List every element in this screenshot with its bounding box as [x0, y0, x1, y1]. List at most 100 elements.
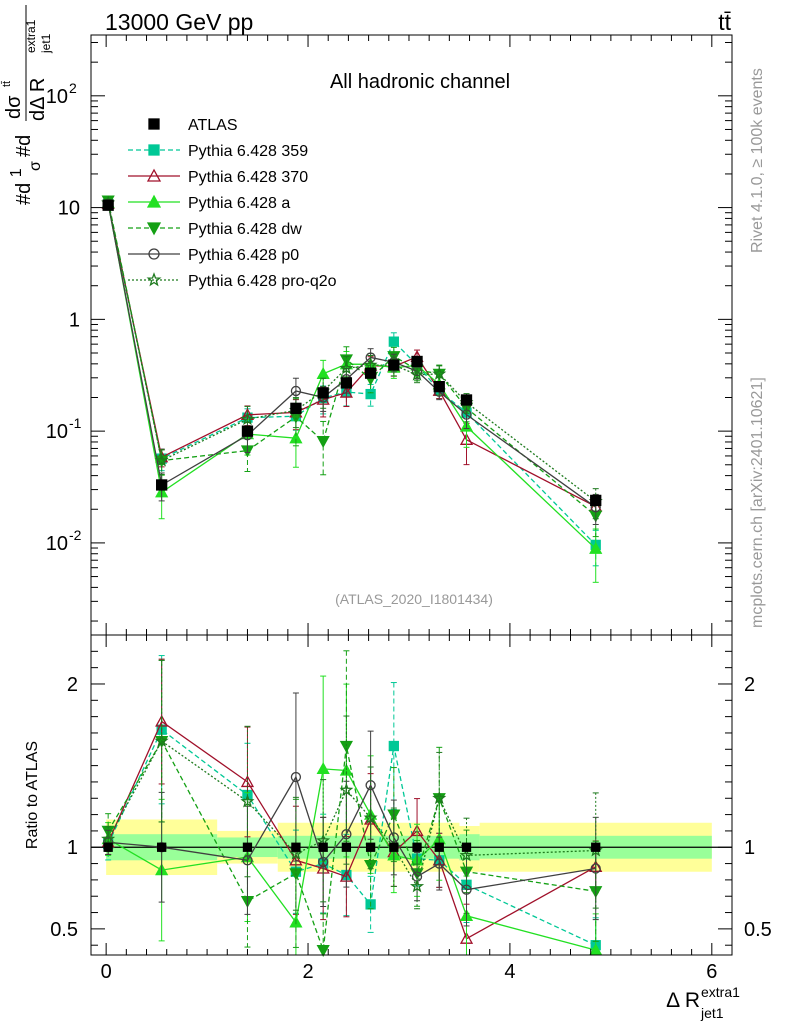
- ratio-point-p359: [388, 740, 399, 752]
- legend-label-pa: Pythia 6.428 a: [188, 195, 290, 212]
- mcplots-label: mcplots.cern.ch [arXiv:2401.10621]: [749, 377, 766, 628]
- main-point-pproq2o: [339, 361, 354, 375]
- legend-label-p359: Pythia 6.428 359: [188, 143, 308, 160]
- legend-marker-p370: [146, 168, 162, 182]
- ratio-point-pdw: [316, 944, 330, 957]
- atlas-point: [290, 402, 302, 414]
- main-point-pdw: [316, 435, 330, 448]
- y-tick-label-ratio: 0.5: [50, 919, 78, 941]
- atlas-point: [590, 494, 602, 507]
- atlas-point: [364, 367, 377, 379]
- main-line-p359: [107, 204, 597, 546]
- y-tick-label-main: 10: [46, 421, 68, 443]
- ratio-point-pproq2o: [101, 831, 116, 845]
- legend: ATLAS Pythia 6.428 359 Pythia 6.428 370 Pyt…: [128, 117, 337, 290]
- legend-marker-pp0: [148, 248, 160, 260]
- ratio-line-p370: [107, 720, 597, 940]
- main-point-p359: [365, 388, 376, 400]
- atlas-ratio-point: [412, 842, 422, 852]
- ylabel-part-6: dΔ R: [27, 78, 49, 121]
- ylabel-part-6-sup: extra1: [24, 19, 38, 53]
- y-axis-label: #d 1 σ #d dσ tt̄ dΔ R jet1 extra1: [1, 5, 53, 205]
- ratio-axis-ticks: 0 2 4 6 0.5 0.5 1 1 2 2: [50, 635, 772, 983]
- y-tick-label-main: 10: [58, 198, 80, 220]
- y-tick-label-ratio-right: 0.5: [744, 919, 772, 941]
- ratio-point-pp0: [434, 858, 445, 869]
- legend-label-p370: Pythia 6.428 370: [188, 169, 308, 186]
- ratio-series-layer: [101, 650, 603, 957]
- y-tick-label-main: 10: [46, 86, 68, 108]
- atlas-ratio-point: [434, 842, 444, 852]
- atlas-ratio-point: [242, 842, 253, 852]
- main-series-layer: [101, 195, 603, 583]
- x-tick-label: 6: [706, 961, 717, 983]
- y-tick-label-exp: -1: [69, 415, 82, 431]
- atlas-point: [102, 199, 114, 211]
- y-tick-label-ratio: 1: [67, 837, 78, 859]
- main-point-pp0: [290, 385, 302, 397]
- atlas-point: [317, 387, 329, 399]
- x-axis-label: Δ R jet1 extra1: [666, 984, 740, 1021]
- atlas-point: [156, 479, 168, 491]
- main-point-pdw: [339, 354, 353, 367]
- legend-marker-p359: [148, 144, 160, 156]
- ratio-line-pproq2o: [107, 740, 596, 889]
- rivet-label: Rivet 4.1.0, ≥ 100k events: [749, 68, 766, 253]
- ratio-line-pdw: [107, 739, 596, 951]
- atlas-point: [433, 381, 445, 393]
- atlas-ratio-point: [365, 842, 376, 852]
- legend-marker-pa: [146, 194, 162, 208]
- ratio-point-pa: [316, 762, 330, 775]
- ylabel-part-5-sup: tt̄: [1, 81, 13, 87]
- main-line-pproq2o: [107, 202, 597, 502]
- ratio-point-pp0: [290, 771, 302, 783]
- ratio-frame: [90, 634, 733, 956]
- atlas-ratio-point: [103, 842, 113, 852]
- x-tick-label: 2: [302, 961, 313, 983]
- y-tick-label-ratio-right: 1: [744, 837, 755, 859]
- legend-label-pdw: Pythia 6.428 dw: [188, 221, 302, 238]
- atlas-ratio-point: [461, 842, 472, 852]
- y-tick-label-ratio-right: 2: [744, 674, 755, 696]
- y-tick-label-ratio: 2: [67, 674, 78, 696]
- atlas-point: [460, 394, 473, 406]
- main-point-pproq2o: [432, 366, 447, 380]
- ylabel-part-2: 1: [8, 168, 25, 177]
- svg-text:#d 1: #d 1: [8, 168, 35, 205]
- ratio-point-pp0: [461, 884, 472, 895]
- ratio-point-pproq2o: [240, 794, 255, 808]
- main-point-pproq2o: [154, 453, 169, 467]
- x-tick-label: 4: [504, 961, 515, 983]
- analysis-tag: (ATLAS_2020_I1801434): [335, 591, 493, 607]
- ratio-point-pproq2o: [459, 848, 474, 862]
- ylabel-part-3: σ: [27, 161, 44, 171]
- xlabel-main: Δ R: [666, 989, 700, 1012]
- main-point-pp0: [365, 352, 376, 363]
- ratio-point-pproq2o: [288, 846, 303, 860]
- main-point-p359: [388, 336, 399, 347]
- main-line-pa: [107, 202, 597, 550]
- process-label: tt̄: [718, 9, 731, 35]
- ratio-y-label: Ratio to ATLAS: [24, 741, 41, 849]
- legend-marker-atlas: [148, 118, 160, 130]
- y-tick-label-main: 10: [46, 533, 68, 555]
- ylabel-part-5: dσ: [3, 95, 25, 119]
- atlas-point: [241, 425, 254, 437]
- main-point-pproq2o: [240, 411, 255, 426]
- atlas-point: [388, 359, 400, 371]
- y-tick-label-exp: 2: [69, 80, 77, 96]
- ylabel-part-1: #d: [13, 183, 35, 205]
- atlas-ratio-point: [318, 842, 328, 852]
- main-line-pp0: [107, 203, 597, 508]
- ratio-panel: 0 2 4 6 0.5 0.5 1 1 2 2: [50, 634, 772, 983]
- legend-label-pp0: Pythia 6.428 p0: [188, 247, 299, 264]
- ratio-point-pproq2o: [339, 782, 354, 797]
- ratio-point-pproq2o: [432, 790, 447, 805]
- main-point-pproq2o: [363, 357, 378, 372]
- atlas-ratio-point: [591, 842, 601, 852]
- chart-title: All hadronic channel: [330, 71, 510, 93]
- main-point-pproq2o: [410, 367, 425, 381]
